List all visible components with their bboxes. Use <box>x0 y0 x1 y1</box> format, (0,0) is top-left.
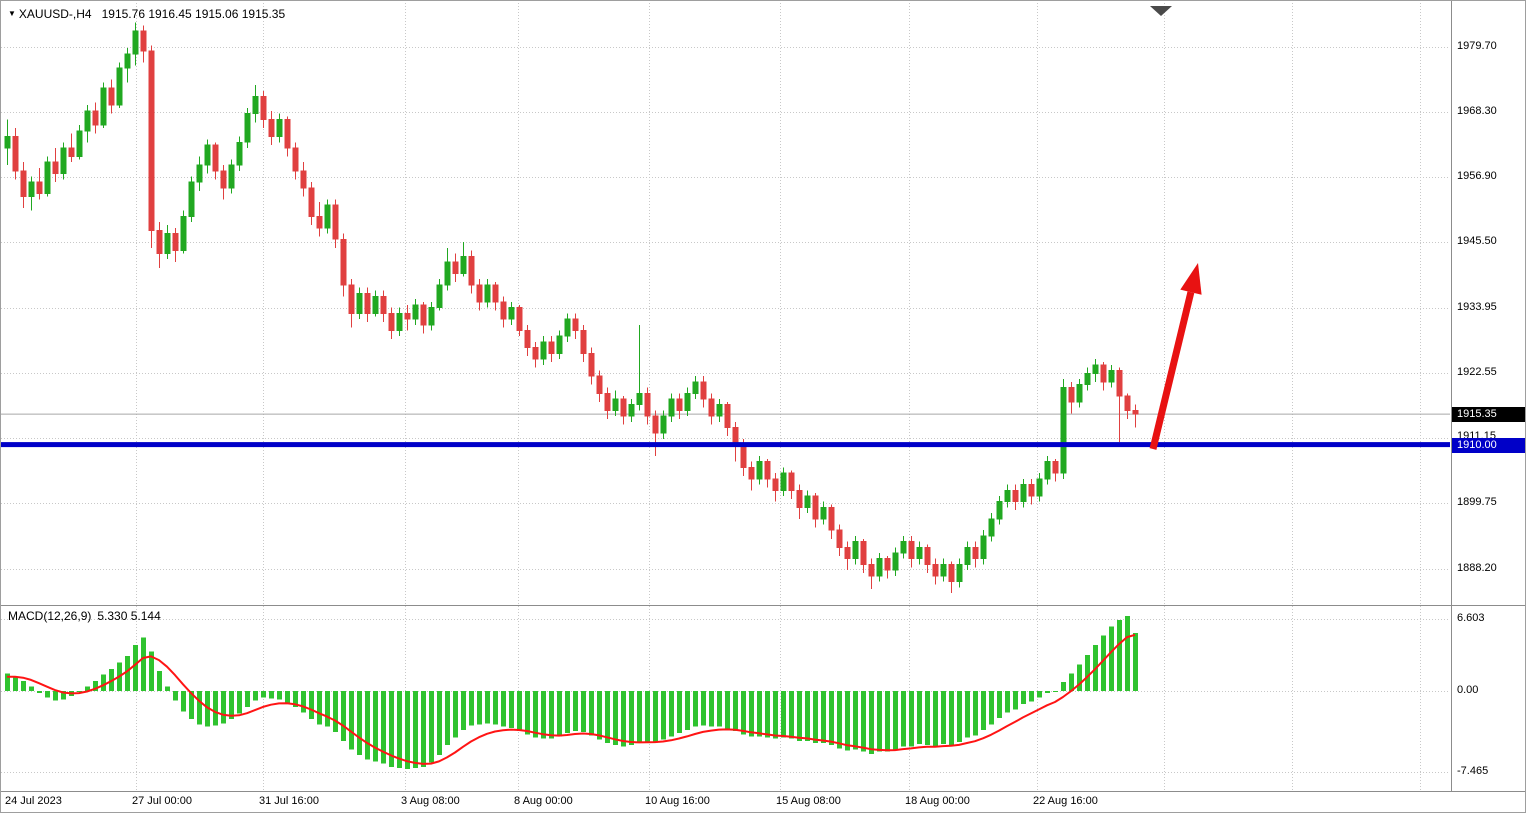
indicator-name: MACD(12,26,9) <box>8 609 92 623</box>
indicator-values: 5.330 5.144 <box>97 609 161 623</box>
price-axis-label: 1933.95 <box>1457 301 1497 313</box>
time-axis-label: 27 Jul 00:00 <box>132 795 192 807</box>
ohlc-values: 1915.76 1916.45 1915.06 1915.35 <box>101 7 286 21</box>
price-axis-label: 1945.50 <box>1457 235 1497 247</box>
price-axis-label: 1888.20 <box>1457 562 1497 574</box>
price-axis-label: 1979.70 <box>1457 40 1497 52</box>
time-axis-label: 3 Aug 08:00 <box>401 795 460 807</box>
time-axis-label: 15 Aug 08:00 <box>776 795 841 807</box>
candles-layer <box>4 22 1139 593</box>
symbol-label: XAUUSD-,H4 <box>18 7 92 21</box>
price-axis-label: 1922.55 <box>1457 366 1497 378</box>
macd-axis-label: 0.00 <box>1457 684 1479 696</box>
symbol-dropdown-icon: ▼ <box>8 9 16 18</box>
macd-signal-line <box>7 633 1136 765</box>
support-level-badge: 1910.00 <box>1452 438 1525 453</box>
support-line[interactable] <box>1 442 1450 448</box>
macd-histogram <box>5 615 1138 770</box>
time-axis-label: 18 Aug 00:00 <box>905 795 970 807</box>
price-axis-label: 1956.90 <box>1457 170 1497 182</box>
macd-axis-label: -7.465 <box>1457 765 1489 777</box>
time-axis-label: 24 Jul 2023 <box>5 795 62 807</box>
chart-shift-marker-icon[interactable] <box>1150 6 1172 16</box>
price-axis-label: 1899.75 <box>1457 496 1497 508</box>
time-axis-label: 22 Aug 16:00 <box>1033 795 1098 807</box>
time-axis-label: 10 Aug 16:00 <box>645 795 710 807</box>
time-axis-label: 8 Aug 00:00 <box>514 795 573 807</box>
indicator-label: MACD(12,26,9) 5.330 5.144 <box>8 609 161 623</box>
trend-arrow[interactable] <box>1149 263 1202 450</box>
price-axis-label: 1968.30 <box>1457 105 1497 117</box>
chart-header: ▼ XAUUSD-,H4 1915.76 1916.45 1915.06 1915.… <box>8 7 285 21</box>
time-axis-label: 31 Jul 16:00 <box>259 795 319 807</box>
pane-separators <box>1 1 1525 792</box>
current-price-badge: 1915.35 <box>1452 407 1525 422</box>
grid-layer <box>1 3 1450 791</box>
macd-axis-label: 6.603 <box>1457 612 1485 624</box>
